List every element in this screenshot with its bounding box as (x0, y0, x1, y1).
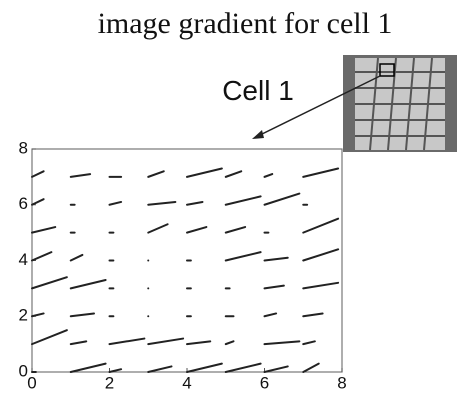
gradient-vector (71, 174, 90, 177)
gradient-vector (303, 249, 338, 260)
chart-title: image gradient for cell 1 (98, 7, 393, 40)
y-tick-label: 2 (19, 306, 28, 325)
gradient-vector (187, 364, 222, 372)
y-tick-label: 6 (19, 194, 28, 213)
gradient-vector (148, 339, 183, 345)
gradient-vector (71, 364, 106, 372)
gradient-vector (32, 252, 51, 260)
gradient-vector (187, 227, 206, 233)
gradient-vector (265, 341, 300, 344)
gradient-vector (303, 283, 338, 289)
gradient-vector (303, 169, 338, 177)
gradient-vector (265, 286, 284, 289)
gradient-vector (32, 199, 44, 205)
inset-image (343, 55, 457, 152)
gradient-vector (226, 341, 234, 344)
gradient-vector (32, 330, 67, 344)
y-tick-label: 8 (19, 138, 28, 157)
gradient-vector (110, 202, 122, 205)
gradient-vector (303, 313, 322, 316)
x-tick-label: 4 (182, 373, 191, 392)
gradient-vector (71, 341, 87, 344)
gradient-vector (265, 366, 288, 372)
x-tick-label: 2 (105, 373, 114, 392)
gradient-vector (265, 313, 277, 316)
gradient-vector (71, 280, 106, 288)
gradient-vector (71, 313, 94, 316)
gradient-vector (226, 252, 261, 260)
annotation: Cell 1 (222, 75, 294, 106)
x-tick-label: 0 (27, 373, 36, 392)
gradient-vector (148, 202, 175, 205)
pointer-arrowhead (252, 130, 264, 139)
chart: image gradient for cell 1 Cell 1 0 2 4 6 8 0 2… (0, 0, 462, 400)
gradient-vector (226, 364, 261, 372)
gradient-vector (148, 224, 167, 232)
gradient-vector (32, 227, 55, 233)
y-tick-label: 4 (19, 250, 28, 269)
gradient-vector (265, 194, 300, 205)
gradient-vector (71, 255, 83, 261)
gradient-vector (32, 171, 44, 177)
gradient-vector (226, 227, 245, 233)
gradient-vector (110, 339, 145, 345)
gradient-vector (187, 169, 222, 177)
gradient-vector (187, 202, 203, 205)
gradient-vector (148, 366, 171, 372)
gradient-vector (226, 196, 261, 204)
x-tick-label: 6 (260, 373, 269, 392)
gradient-vector (303, 364, 319, 372)
gradient-vector (32, 277, 67, 288)
gradient-vector (265, 174, 273, 177)
gradient-vector (148, 171, 164, 177)
gradient-vector (226, 171, 242, 177)
x-tick-label: 8 (337, 373, 346, 392)
y-tick-label: 0 (19, 361, 28, 380)
gradient-vector (32, 313, 44, 316)
gradient-vector (303, 341, 315, 344)
gradient-vector (187, 341, 210, 344)
gradient-vector (265, 258, 288, 261)
gradient-vector (303, 219, 338, 233)
inset-pattern (355, 58, 445, 150)
